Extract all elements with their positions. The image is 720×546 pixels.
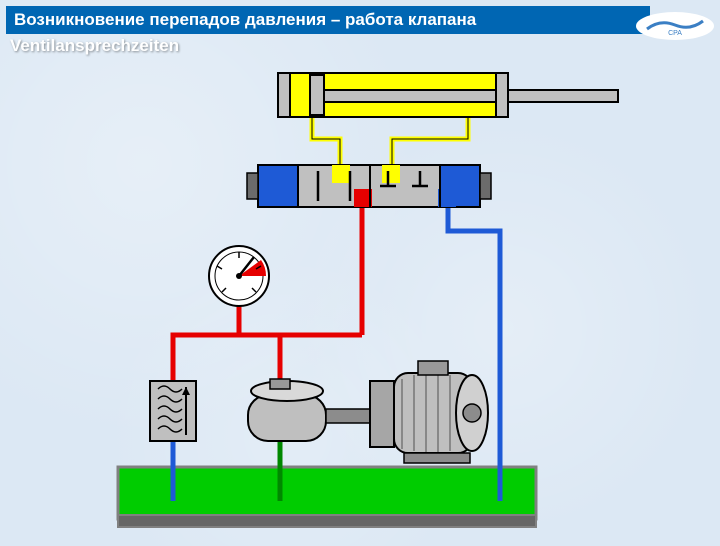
hydraulic-diagram: [0, 61, 720, 546]
directional-valve: [247, 165, 491, 207]
pressure-gauge: [209, 246, 269, 306]
relief-valve: [150, 381, 196, 441]
pilot-lines: [312, 117, 468, 165]
hydraulic-cylinder: [278, 73, 618, 117]
title-bar: Возникновение перепадов давления – работ…: [6, 6, 650, 34]
logo: CPA: [636, 12, 714, 40]
tank: [118, 441, 536, 527]
pressure-lines: [173, 207, 362, 381]
subtitle: Ventilansprechzeiten: [10, 36, 720, 56]
logo-text: CPA: [668, 30, 682, 37]
electric-motor: [370, 361, 488, 463]
hydraulic-pump: [248, 379, 370, 441]
page-title: Возникновение перепадов давления – работ…: [14, 10, 476, 29]
